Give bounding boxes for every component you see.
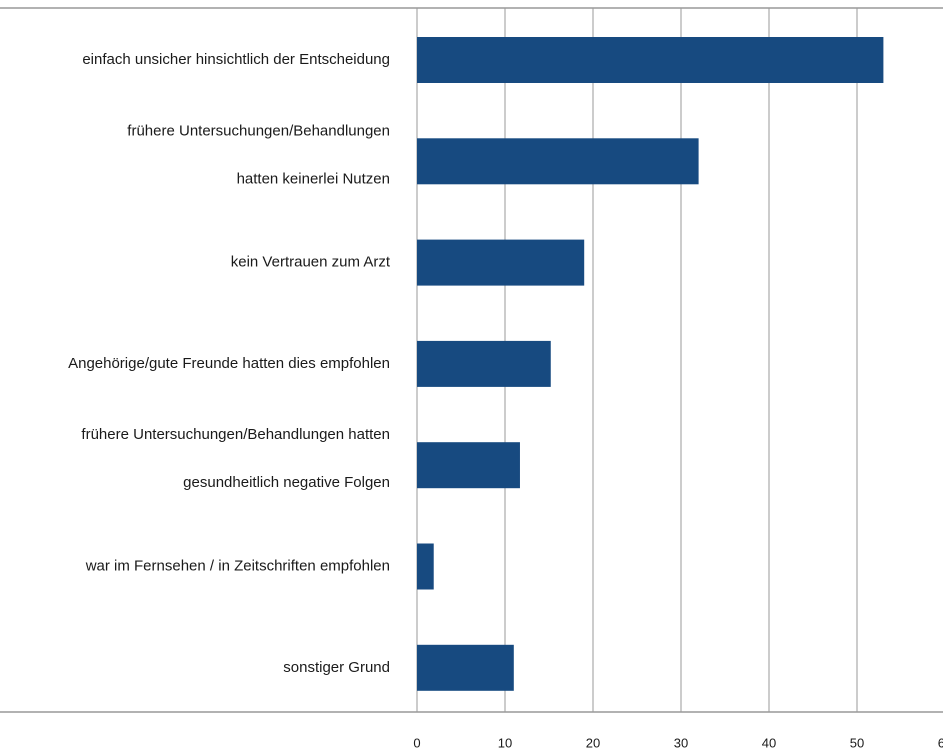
x-tick-label: 60 — [938, 735, 943, 750]
bar — [417, 644, 514, 691]
bar — [417, 138, 699, 185]
x-tick-label: 10 — [498, 735, 512, 750]
x-tick-label: 30 — [674, 735, 688, 750]
y-tick-label: frühere Untersuchungen/Behandlungen hatt… — [81, 426, 390, 443]
bar — [417, 37, 884, 83]
bar — [417, 239, 585, 286]
bar — [417, 543, 434, 590]
x-tick-label: 0 — [413, 735, 420, 750]
y-tick-label: gesundheitlich negative Folgen — [183, 474, 390, 491]
x-tick-label: 50 — [850, 735, 864, 750]
x-tick-label: 40 — [762, 735, 776, 750]
y-tick-label: hatten keinerlei Nutzen — [237, 170, 390, 187]
y-tick-label: sonstiger Grund — [283, 659, 390, 676]
y-tick-label: einfach unsicher hinsichtlich der Entsch… — [82, 51, 390, 68]
y-tick-label: Angehörige/gute Freunde hatten dies empf… — [68, 355, 390, 372]
y-tick-label: war im Fernsehen / in Zeitschriften empf… — [85, 557, 390, 574]
x-tick-label: 20 — [586, 735, 600, 750]
y-tick-label: frühere Untersuchungen/Behandlungen — [127, 122, 390, 139]
y-tick-label: kein Vertrauen zum Arzt — [231, 254, 391, 271]
bar — [417, 442, 520, 489]
bar — [417, 340, 551, 387]
